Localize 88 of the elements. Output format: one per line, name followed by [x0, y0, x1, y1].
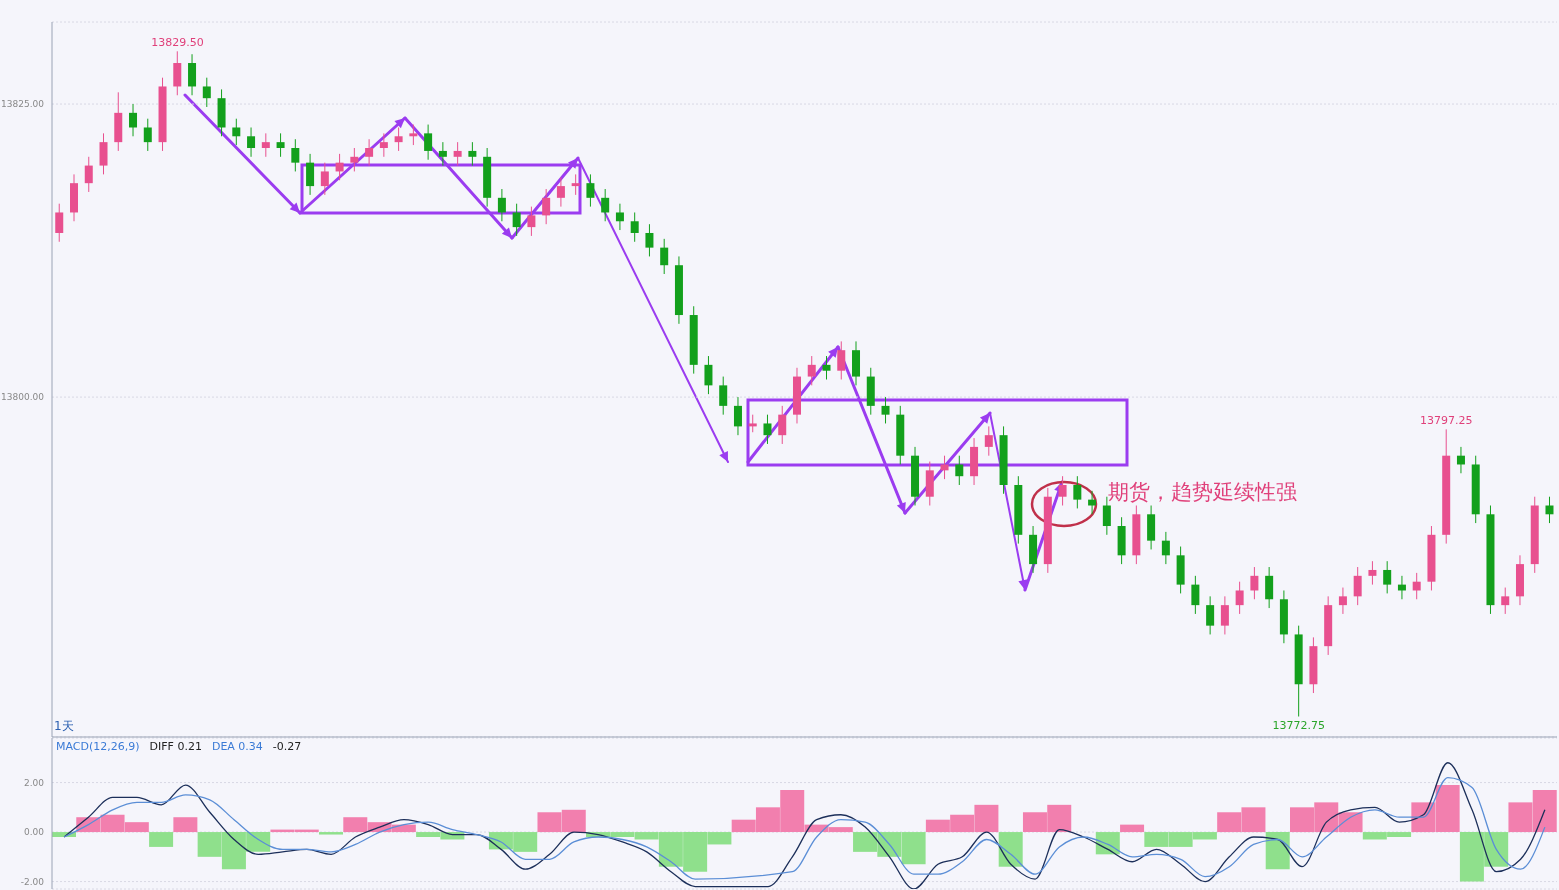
y-tick-label: 13800.00 — [1, 392, 45, 403]
candlestick — [1161, 531, 1170, 565]
candlestick — [1353, 566, 1362, 606]
candlestick — [1250, 566, 1259, 600]
bar — [1120, 824, 1145, 833]
candlestick — [468, 141, 477, 167]
candlestick — [497, 188, 506, 222]
line-series — [63, 776, 1546, 880]
candlestick — [291, 138, 300, 172]
candlestick — [232, 118, 241, 146]
annotation: DIFF 0.21 — [149, 740, 202, 753]
candlestick — [955, 455, 964, 486]
candlestick — [601, 188, 610, 222]
annotation: MACD(12,26,9) — [56, 740, 140, 753]
bar — [149, 832, 174, 847]
y-tick-label: 0.00 — [23, 827, 45, 838]
candlestick — [188, 53, 197, 96]
candlestick — [55, 203, 64, 243]
candlestick — [365, 138, 374, 167]
candlestick — [660, 238, 669, 275]
candlestick — [1383, 560, 1392, 594]
candlestick — [306, 153, 315, 196]
candlestick — [1368, 560, 1377, 586]
candlestick — [763, 414, 772, 445]
candlestick — [350, 147, 359, 172]
bar — [319, 832, 344, 835]
candlestick — [261, 132, 270, 158]
candlestick — [822, 355, 831, 380]
candlestick — [1456, 446, 1465, 474]
candlestick — [99, 132, 108, 175]
y-tick-label: -2.00 — [20, 876, 45, 887]
candlestick — [778, 405, 787, 445]
candlestick — [173, 50, 182, 96]
candlestick — [571, 173, 580, 196]
candlestick — [881, 396, 890, 424]
annotation: 期货，趋势延续性强 — [1108, 479, 1297, 506]
candlestick — [1191, 575, 1200, 615]
candlestick — [335, 153, 344, 181]
candlestick — [630, 211, 639, 243]
y-tick-label: 2.00 — [23, 777, 45, 788]
candlestick — [143, 118, 152, 152]
candlestick — [556, 176, 565, 208]
candlestick — [129, 103, 138, 137]
annotation: 13829.50 — [151, 36, 204, 50]
candlestick — [1412, 572, 1421, 600]
candlestick — [1265, 566, 1274, 609]
candlestick — [276, 132, 285, 158]
candlestick — [409, 124, 418, 146]
candlestick — [984, 425, 993, 457]
candlestick — [719, 376, 728, 416]
bar — [998, 832, 1023, 867]
candlestick — [1220, 595, 1229, 635]
candlestick — [1338, 587, 1347, 615]
candlestick — [615, 203, 624, 231]
candlestick — [1073, 475, 1082, 509]
annotation: -0.27 — [272, 740, 302, 753]
candlestick — [1235, 581, 1244, 615]
candlestick — [1545, 496, 1554, 524]
annotation: 1天 — [54, 718, 74, 735]
candlestick — [733, 396, 742, 436]
candlestick — [247, 126, 256, 158]
candlestick — [424, 124, 433, 161]
candlestick — [527, 206, 536, 237]
candlestick — [1088, 490, 1097, 515]
candlestick — [940, 455, 949, 480]
candlestick — [512, 203, 521, 237]
candlestick — [202, 77, 211, 108]
candlestick — [807, 355, 816, 386]
annotation: DEA 0.34 — [211, 740, 263, 753]
candlestick — [453, 141, 462, 167]
candlestick — [379, 132, 388, 158]
candlestick — [438, 141, 447, 167]
annotation: 13797.25 — [1420, 414, 1473, 428]
bar — [1265, 832, 1290, 870]
candlestick — [586, 173, 595, 208]
candlestick — [837, 340, 846, 380]
candlestick — [1501, 587, 1510, 615]
bar — [173, 817, 198, 833]
y-tick-label: 13825.00 — [1, 99, 45, 110]
candlestick — [320, 162, 329, 196]
candlestick — [704, 355, 713, 395]
candlestick — [1206, 595, 1215, 635]
annotation: 13772.75 — [1272, 719, 1326, 733]
candlestick — [645, 223, 654, 257]
candlestick — [542, 188, 551, 225]
candlestick — [84, 156, 93, 193]
line-series — [63, 762, 1546, 889]
candlestick — [1058, 475, 1067, 506]
